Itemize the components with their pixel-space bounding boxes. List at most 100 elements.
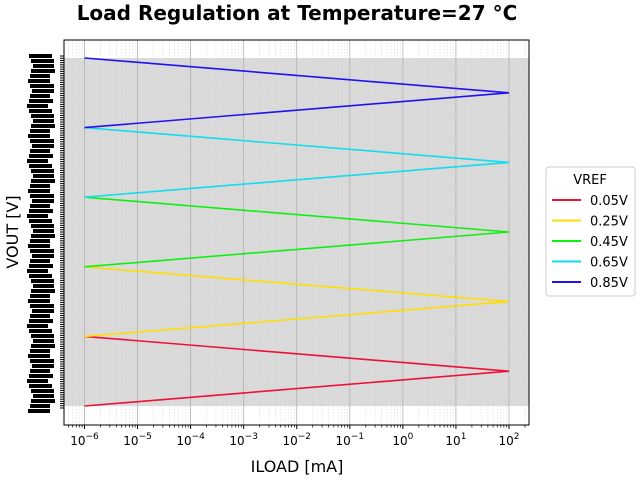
y-tick-label-clutter bbox=[29, 374, 53, 378]
legend-entry-label: 0.65V bbox=[590, 256, 628, 271]
y-tick-label-clutter bbox=[29, 154, 53, 158]
y-tick-label-clutter bbox=[30, 149, 50, 153]
y-tick-label-clutter bbox=[30, 249, 54, 253]
y-tick-label-clutter bbox=[33, 394, 54, 398]
series-line-1 bbox=[84, 266, 510, 338]
y-tick-label-clutter bbox=[28, 299, 50, 303]
y-tick-label-clutter bbox=[31, 114, 54, 118]
y-tick-label-clutter bbox=[30, 314, 50, 318]
legend-title: VREF bbox=[573, 173, 607, 188]
y-tick-label-clutter bbox=[28, 134, 50, 138]
y-tick-label-clutter bbox=[31, 169, 54, 173]
y-tick-label-clutter bbox=[29, 384, 52, 388]
y-tick-label-clutter bbox=[29, 264, 53, 268]
y-tick-label-clutter bbox=[30, 359, 54, 363]
y-tick-label-clutter bbox=[32, 309, 54, 313]
legend-entry-label: 0.45V bbox=[590, 235, 628, 250]
y-tick-label-clutter bbox=[33, 119, 54, 123]
y-tick-label-clutter bbox=[30, 74, 50, 78]
legend: VREF 0.05V 0.25V 0.45V 0.65V 0.85V bbox=[545, 166, 636, 297]
y-tick-label-clutter bbox=[32, 254, 54, 258]
y-tick-label-clutter bbox=[30, 404, 50, 408]
x-tick-label: 10−6 bbox=[70, 432, 99, 448]
y-tick-label-clutter bbox=[30, 94, 50, 98]
y-tick-label-clutter bbox=[33, 284, 54, 288]
y-tick-label-clutter bbox=[27, 104, 48, 108]
y-tick-label-clutter bbox=[27, 159, 48, 163]
series-line-0 bbox=[84, 335, 510, 407]
y-axis-label: VOUT [V] bbox=[3, 195, 22, 268]
x-tick-label: 102 bbox=[498, 432, 519, 448]
x-tick-label: 10−5 bbox=[123, 432, 152, 448]
y-tick-label-clutter bbox=[33, 174, 54, 178]
y-tick-label-clutter bbox=[32, 364, 54, 368]
series-line-2 bbox=[84, 196, 510, 268]
y-tick-label-clutter bbox=[31, 334, 54, 338]
grid bbox=[64, 40, 529, 425]
y-tick-label-clutter bbox=[30, 259, 50, 263]
x-tick-label: 10−2 bbox=[282, 432, 311, 448]
chart-title: Load Regulation at Temperature=27 °C bbox=[77, 1, 518, 25]
y-tick-label-clutter bbox=[31, 179, 55, 183]
y-tick-label-clutter bbox=[30, 184, 50, 188]
y-tick-label-clutter bbox=[27, 324, 48, 328]
y-tick-label-clutter bbox=[33, 64, 54, 68]
y-tick-label-clutter bbox=[31, 224, 54, 228]
y-tick-label-clutter bbox=[31, 59, 54, 63]
legend-entry-label: 0.85V bbox=[590, 276, 628, 291]
y-tick-label-clutter bbox=[31, 289, 55, 293]
y-tick-label-clutter bbox=[29, 329, 52, 333]
y-tick-label-clutter bbox=[30, 369, 50, 373]
y-tick-label-clutter bbox=[27, 269, 48, 273]
y-tick-label-clutter bbox=[27, 214, 48, 218]
y-tick-label-clutter bbox=[28, 354, 50, 358]
y-tick-label-clutter bbox=[32, 144, 54, 148]
y-tick-label-clutter bbox=[30, 129, 50, 133]
x-axis-label: ILOAD [mA] bbox=[251, 457, 344, 476]
y-tick-label-clutter bbox=[30, 194, 54, 198]
y-tick-label-clutter bbox=[31, 124, 55, 128]
y-tick-label-clutter bbox=[31, 399, 55, 403]
y-tick-label-clutter bbox=[29, 319, 53, 323]
series-line-4 bbox=[84, 57, 510, 129]
y-tick-label-clutter bbox=[29, 274, 52, 278]
y-tick-label-clutter bbox=[33, 229, 54, 233]
y-tick-label-clutter bbox=[30, 349, 50, 353]
y-tick-label-clutter bbox=[30, 204, 50, 208]
y-tick-label-clutter bbox=[29, 54, 52, 58]
y-axis-ticks bbox=[27, 54, 64, 413]
y-tick-label-clutter bbox=[28, 409, 50, 413]
y-tick-label-clutter bbox=[31, 279, 54, 283]
legend-entry-label: 0.05V bbox=[590, 194, 628, 209]
y-tick-label-clutter bbox=[30, 239, 50, 243]
series-line-3 bbox=[84, 126, 510, 198]
y-tick-label-clutter bbox=[28, 189, 50, 193]
y-tick-label-clutter bbox=[27, 379, 48, 383]
x-axis-ticks: 10−6 10−5 10−4 10−3 10−2 10−1 100 101 102 bbox=[68, 425, 526, 448]
x-tick-label: 100 bbox=[392, 432, 413, 448]
y-tick-label-clutter bbox=[30, 294, 50, 298]
y-tick-label-clutter bbox=[32, 199, 54, 203]
y-tick-label-clutter bbox=[29, 109, 52, 113]
y-tick-label-clutter bbox=[29, 219, 52, 223]
y-tick-label-clutter bbox=[31, 234, 55, 238]
y-tick-label-clutter bbox=[29, 99, 53, 103]
y-tick-label-clutter bbox=[33, 339, 54, 343]
y-tick-label-clutter bbox=[30, 139, 54, 143]
series-lines bbox=[84, 57, 510, 407]
x-tick-label: 10−1 bbox=[336, 432, 365, 448]
y-tick-label-clutter bbox=[31, 69, 55, 73]
legend-entry-label: 0.25V bbox=[590, 215, 628, 230]
y-tick-label-clutter bbox=[28, 79, 50, 83]
y-tick-label-clutter bbox=[28, 244, 50, 248]
y-tick-label-clutter bbox=[32, 89, 54, 93]
y-tick-label-clutter bbox=[29, 164, 52, 168]
y-tick-label-clutter bbox=[30, 84, 54, 88]
y-tick-label-clutter bbox=[31, 389, 54, 393]
x-tick-label: 10−4 bbox=[176, 432, 205, 448]
x-tick-label: 10−3 bbox=[229, 432, 258, 448]
y-tick-label-clutter bbox=[29, 209, 53, 213]
y-tick-label-clutter bbox=[30, 304, 54, 308]
x-tick-label: 101 bbox=[445, 432, 466, 448]
